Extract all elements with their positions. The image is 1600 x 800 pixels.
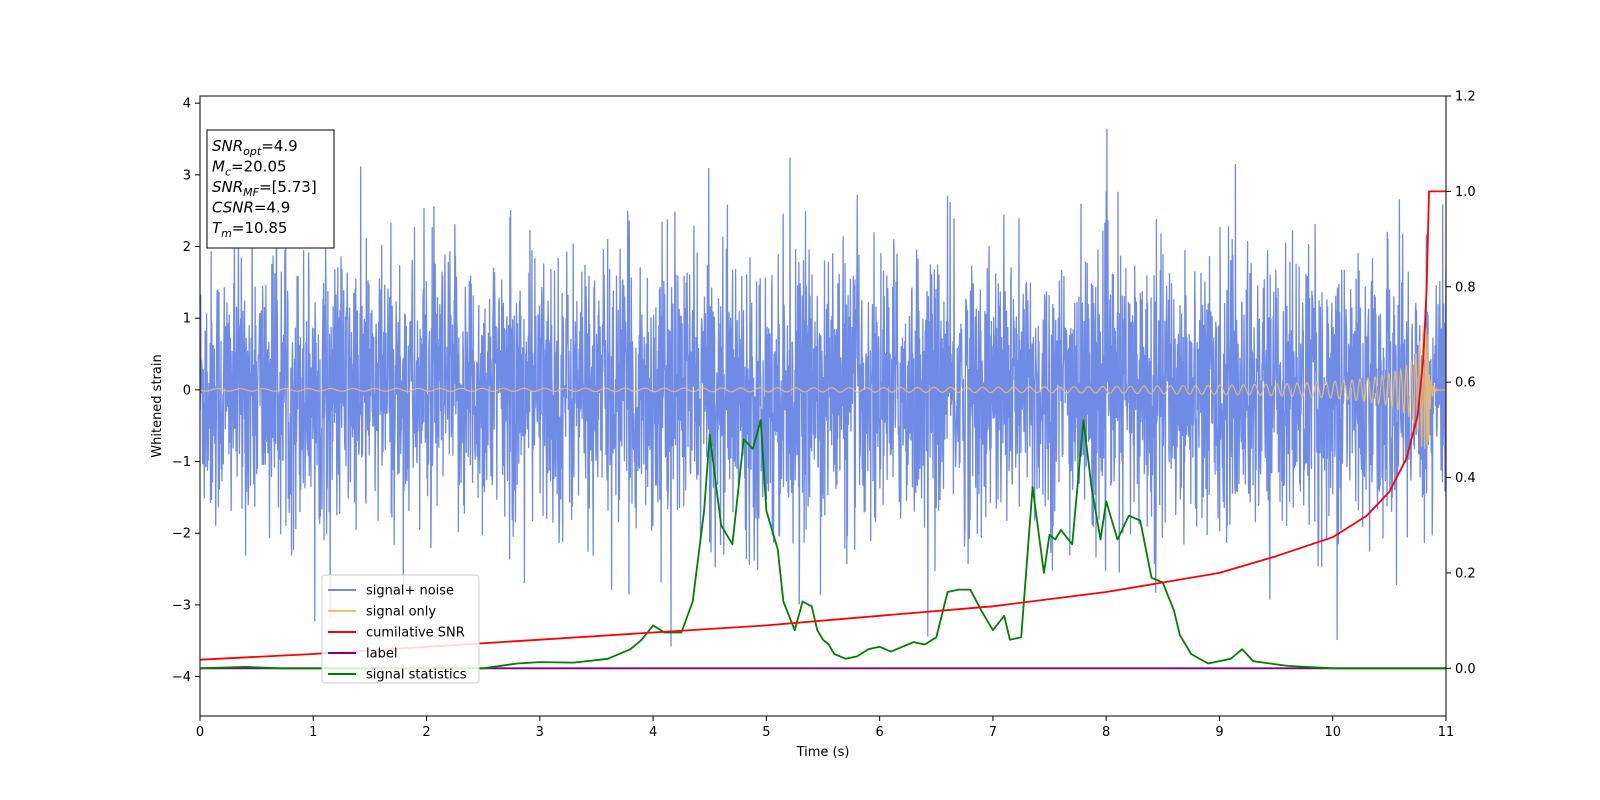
series-signal-noise (200, 128, 1446, 647)
annotation-line: SNRMF=[5.73] (212, 178, 317, 199)
x-tick-label: 0 (196, 725, 204, 740)
series-cumulative-snr (200, 190, 1446, 661)
y-right-tick-label: 0.6 (1455, 376, 1476, 391)
y-left-tick-label: −1 (172, 455, 191, 470)
x-tick-label: 10 (1324, 725, 1341, 740)
x-tick-label: 8 (1102, 725, 1110, 740)
y-left-tick-label: −4 (172, 670, 191, 685)
legend-frame (321, 574, 480, 684)
x-tick-label: 6 (875, 725, 883, 740)
annotation-line: SNRopt=4.9 (212, 137, 298, 158)
y-left-tick-label: −3 (172, 598, 191, 613)
signal-series-layer (200, 325, 1446, 450)
x-tick-label: 9 (1215, 725, 1223, 740)
y-axis-right-ticks: 0.0 0.2 0.4 0.6 0.8 1.0 1.2 (1446, 90, 1476, 677)
legend-label: signal only (366, 605, 436, 620)
y-left-tick-label: 3 (183, 168, 191, 183)
legend-label: label (366, 647, 397, 662)
legend-label: cumilative SNR (366, 626, 465, 641)
x-tick-label: 1 (309, 725, 317, 740)
y-left-tick-label: −2 (172, 527, 191, 542)
y-left-tick-label: 1 (183, 312, 191, 327)
y-right-tick-label: 0.2 (1455, 566, 1476, 581)
x-tick-label: 5 (762, 725, 770, 740)
y-axis-left-ticks: −4 −3 −2 −1 0 1 2 3 4 (172, 97, 200, 685)
x-tick-label: 3 (536, 725, 544, 740)
y-right-tick-label: 0.4 (1455, 471, 1476, 486)
annotation-line: CSNR=4.9 (212, 199, 290, 217)
y-left-tick-label: 0 (183, 383, 191, 398)
y-right-tick-label: 0.0 (1455, 662, 1476, 677)
series-signal-only (200, 325, 1446, 450)
annotation-frame (206, 129, 335, 249)
x-axis-label: Time (s) (796, 745, 850, 760)
x-axis-ticks: 0 1 2 3 4 5 6 7 8 9 10 11 (196, 716, 1454, 740)
y-right-tick-label: 1.2 (1455, 90, 1476, 105)
legend-label: signal statistics (366, 668, 467, 683)
noise-series-layer (200, 128, 1446, 647)
y-right-tick-label: 1.0 (1455, 185, 1476, 200)
annotation-line: Tm=10.85 (212, 219, 287, 240)
x-tick-label: 11 (1438, 725, 1455, 740)
legend-label: signal+ noise (366, 584, 454, 599)
y-left-tick-label: 2 (183, 240, 191, 255)
y-axis-label: Whitened strain (150, 354, 165, 457)
legend-items: signal+ noise signal only cumilative SNR la… (328, 584, 467, 683)
series-signal-statistics (200, 419, 1446, 670)
plot-frame (199, 95, 1447, 717)
x-tick-label: 4 (649, 725, 657, 740)
legend: signal+ noise signal only cumilative SNR la… (321, 574, 480, 684)
y-left-tick-label: 4 (183, 97, 191, 112)
annotation-line: Mc=20.05 (212, 158, 287, 179)
y-right-tick-label: 0.8 (1455, 280, 1476, 295)
x-tick-label: 2 (422, 725, 430, 740)
x-tick-label: 7 (989, 725, 997, 740)
